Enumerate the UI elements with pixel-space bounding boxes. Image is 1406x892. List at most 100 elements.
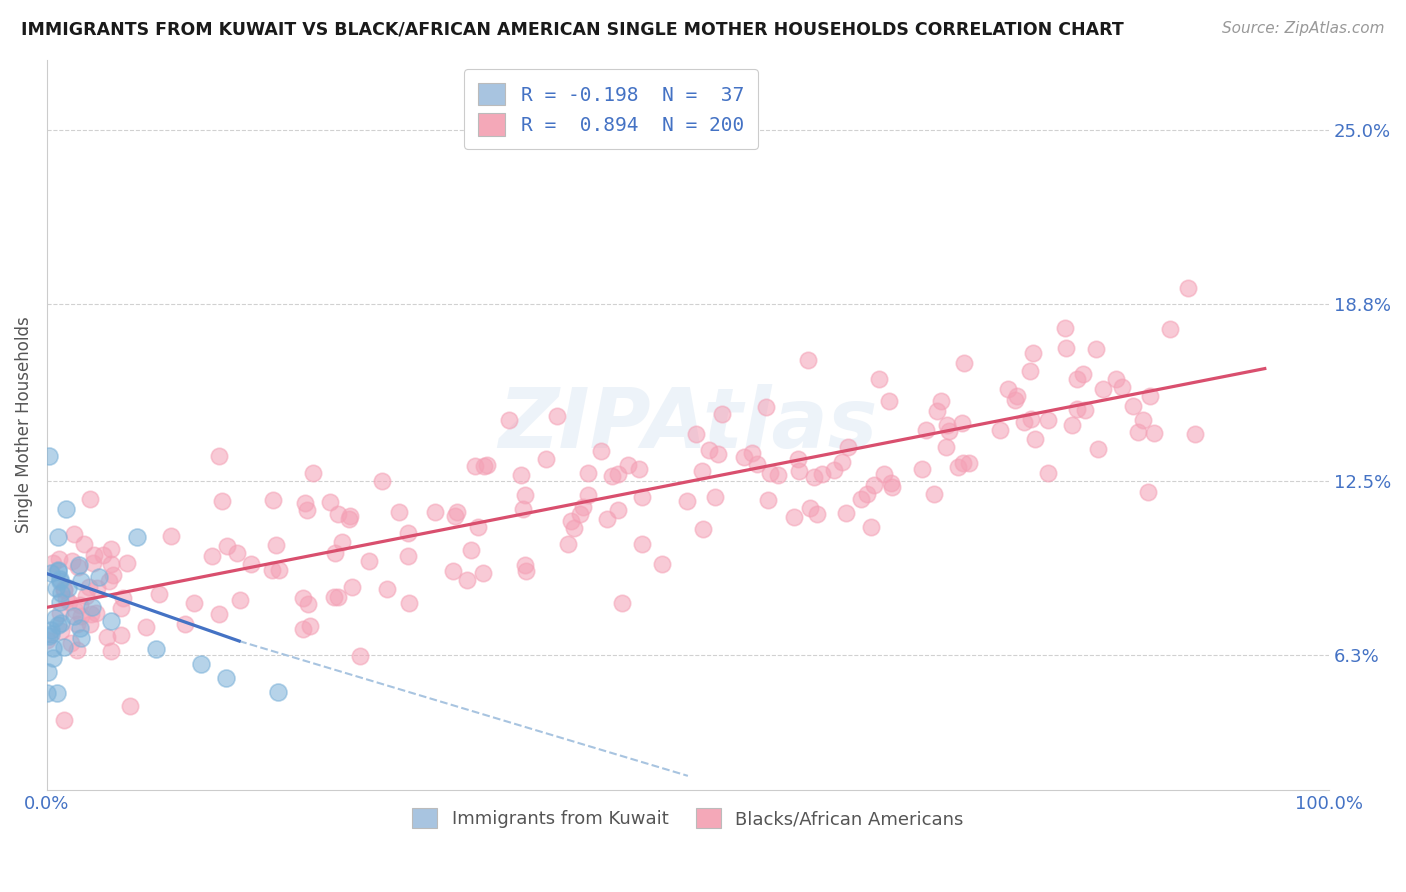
Point — [330, 535, 353, 549]
Point — [1004, 393, 1026, 408]
Point — [46, 530, 69, 544]
Point — [297, 503, 319, 517]
Point — [63, 609, 86, 624]
Point — [264, 538, 287, 552]
Point — [86, 582, 108, 596]
Point — [174, 616, 197, 631]
Legend: Immigrants from Kuwait, Blacks/African Americans: Immigrants from Kuwait, Blacks/African A… — [405, 800, 972, 836]
Point — [498, 413, 520, 427]
Point — [1139, 389, 1161, 403]
Point — [79, 581, 101, 595]
Point — [952, 356, 974, 370]
Point — [111, 591, 134, 605]
Point — [596, 512, 619, 526]
Point — [786, 452, 808, 467]
Point — [733, 450, 755, 464]
Point — [1087, 442, 1109, 456]
Point — [1132, 413, 1154, 427]
Point — [120, 698, 142, 713]
Point — [226, 545, 249, 559]
Point — [208, 607, 231, 621]
Point — [835, 506, 858, 520]
Point — [82, 556, 104, 570]
Point — [38, 450, 60, 464]
Point — [115, 556, 138, 570]
Point — [35, 686, 58, 700]
Point — [1038, 466, 1060, 480]
Point — [39, 566, 62, 581]
Point — [612, 596, 634, 610]
Point — [863, 477, 886, 491]
Point — [323, 590, 346, 604]
Point — [55, 591, 77, 606]
Point — [1066, 401, 1088, 416]
Point — [145, 642, 167, 657]
Point — [58, 595, 80, 609]
Point — [690, 464, 713, 478]
Point — [73, 537, 96, 551]
Point — [49, 606, 72, 620]
Point — [423, 505, 446, 519]
Point — [101, 567, 124, 582]
Point — [877, 394, 900, 409]
Point — [45, 581, 67, 595]
Point — [1060, 418, 1083, 433]
Point — [266, 684, 288, 698]
Point — [1126, 425, 1149, 440]
Point — [631, 537, 654, 551]
Point — [52, 640, 75, 654]
Point — [1111, 380, 1133, 394]
Point — [53, 713, 76, 727]
Point — [49, 586, 72, 600]
Point — [70, 631, 93, 645]
Point — [46, 564, 69, 578]
Point — [513, 488, 536, 502]
Y-axis label: Single Mother Households: Single Mother Households — [15, 317, 32, 533]
Point — [51, 624, 73, 638]
Point — [627, 462, 650, 476]
Point — [946, 459, 969, 474]
Point — [38, 629, 60, 643]
Point — [467, 520, 489, 534]
Point — [443, 509, 465, 524]
Point — [37, 665, 59, 679]
Point — [811, 467, 834, 481]
Point — [631, 490, 654, 504]
Point — [911, 461, 934, 475]
Point — [98, 574, 121, 589]
Point — [515, 564, 537, 578]
Point — [39, 627, 62, 641]
Point — [201, 549, 224, 563]
Point — [294, 496, 316, 510]
Point — [856, 486, 879, 500]
Point — [52, 582, 75, 597]
Point — [396, 549, 419, 563]
Point — [388, 506, 411, 520]
Point — [48, 618, 70, 632]
Point — [79, 617, 101, 632]
Point — [328, 590, 350, 604]
Point — [935, 418, 957, 433]
Point — [63, 602, 86, 616]
Point — [53, 582, 76, 597]
Point — [215, 539, 238, 553]
Point — [262, 493, 284, 508]
Point — [759, 467, 782, 481]
Point — [576, 488, 599, 502]
Point — [704, 490, 727, 504]
Point — [89, 570, 111, 584]
Point — [229, 593, 252, 607]
Point — [340, 580, 363, 594]
Point — [1084, 343, 1107, 357]
Point — [48, 552, 70, 566]
Text: Source: ZipAtlas.com: Source: ZipAtlas.com — [1222, 21, 1385, 36]
Point — [873, 467, 896, 481]
Point — [84, 606, 107, 620]
Point — [100, 541, 122, 556]
Point — [63, 527, 86, 541]
Point — [741, 446, 763, 460]
Point — [1005, 388, 1028, 402]
Point — [56, 581, 79, 595]
Point — [576, 466, 599, 480]
Point — [60, 554, 83, 568]
